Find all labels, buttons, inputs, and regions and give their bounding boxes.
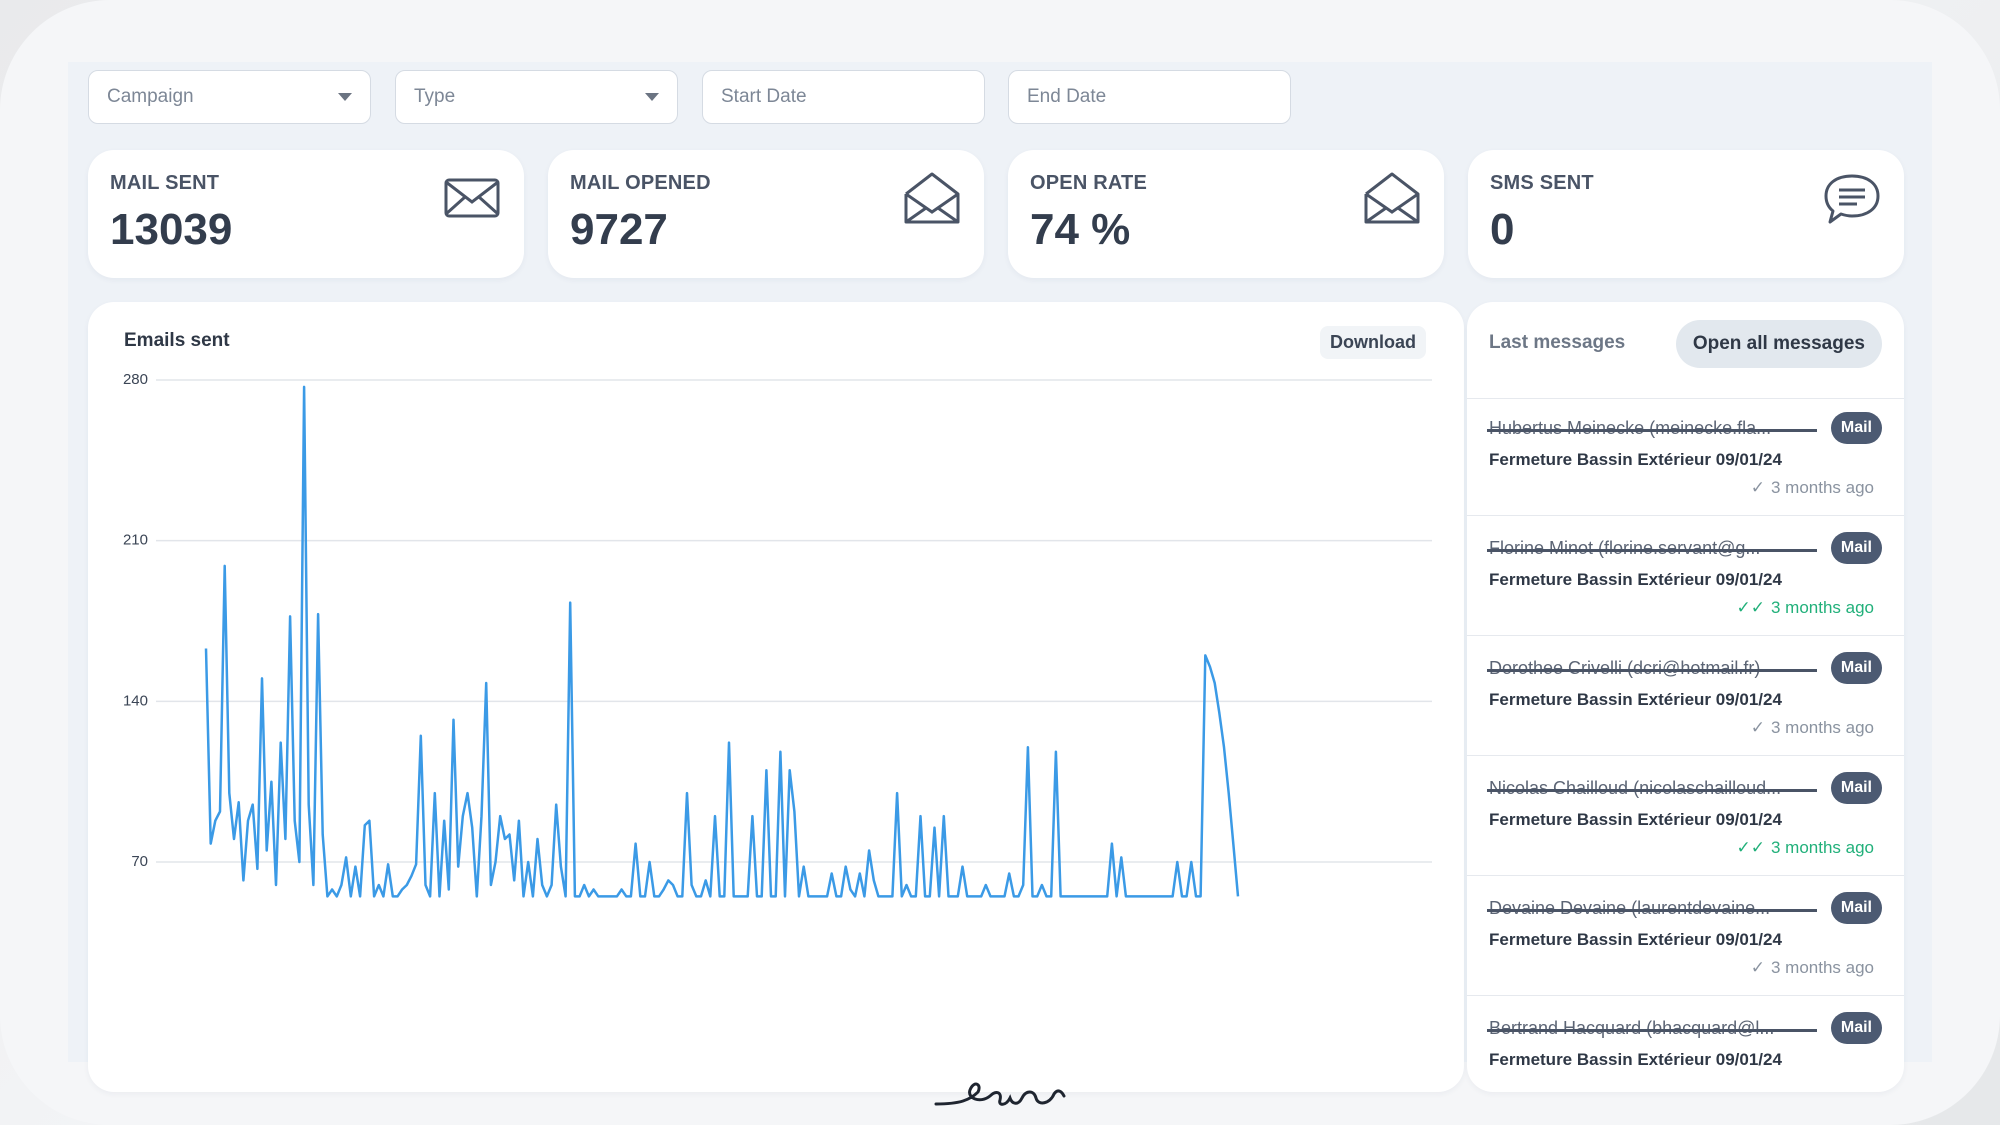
message-subject: Fermeture Bassin Extérieur 09/01/24 <box>1489 930 1782 949</box>
message-subject: Fermeture Bassin Extérieur 09/01/24 <box>1489 690 1782 709</box>
message-subject: Fermeture Bassin Extérieur 09/01/24 <box>1489 1050 1782 1069</box>
emails-sent-series-line <box>204 385 1240 898</box>
message-timestamp: ✓✓ 3 months ago <box>1736 598 1874 618</box>
redaction-strike <box>1487 1029 1817 1032</box>
redaction-strike <box>1487 429 1817 432</box>
y-tick-label: 210 <box>123 532 148 549</box>
message-item[interactable]: Devaine Devaine (laurentdevaine... Mail Fe… <box>1467 878 1904 996</box>
stat-label: OPEN RATE <box>1030 172 1147 194</box>
channel-badge: Mail <box>1830 412 1882 444</box>
bowo-logo <box>934 1082 1066 1106</box>
message-time-text: 3 months ago <box>1770 718 1874 737</box>
chart-title: Emails sent <box>124 330 230 351</box>
stat-value: 0 <box>1490 205 1515 254</box>
stat-value: 13039 <box>110 205 233 254</box>
message-time-text: 3 months ago <box>1770 838 1874 857</box>
message-item[interactable]: Florine Minot (florine.servant@g... Mail F… <box>1467 518 1904 636</box>
stat-card-open-rate: OPEN RATE 74 % <box>1008 150 1444 278</box>
last-messages-header: Last messages Open all messages <box>1467 302 1904 399</box>
message-timestamp: ✓ 3 months ago <box>1751 958 1874 978</box>
stat-value: 74 % <box>1030 205 1131 254</box>
message-time-text: 3 months ago <box>1770 478 1874 497</box>
redaction-strike <box>1487 669 1817 672</box>
message-item[interactable]: Hubertus Meinecke (meinecke.fla... Mail Fe… <box>1467 398 1904 516</box>
mail-closed-icon <box>444 178 500 218</box>
emails-sent-chart: 70 140 210 280 <box>123 371 1432 898</box>
check-icon: ✓ <box>1750 958 1765 977</box>
message-timestamp: ✓ 3 months ago <box>1751 718 1874 738</box>
stat-card-sms-sent: SMS SENT 0 <box>1468 150 1904 278</box>
redaction-strike <box>1487 909 1817 912</box>
message-subject: Fermeture Bassin Extérieur 09/01/24 <box>1489 570 1782 589</box>
mail-open-icon <box>904 172 960 224</box>
download-button[interactable]: Download <box>1320 326 1426 359</box>
last-messages-title: Last messages <box>1489 332 1626 353</box>
end-date-input[interactable]: End Date <box>1008 70 1291 124</box>
stat-label: MAIL OPENED <box>570 172 711 194</box>
start-date-placeholder: Start Date <box>721 86 807 107</box>
stat-label: MAIL SENT <box>110 172 220 194</box>
chevron-down-icon <box>645 93 659 101</box>
open-all-messages-button[interactable]: Open all messages <box>1675 320 1882 368</box>
channel-badge: Mail <box>1830 1012 1882 1044</box>
start-date-input[interactable]: Start Date <box>702 70 985 124</box>
y-tick-label: 140 <box>123 692 148 709</box>
check-icon: ✓ <box>1750 478 1765 497</box>
message-subject: Fermeture Bassin Extérieur 09/01/24 <box>1489 810 1782 829</box>
message-time-text: 3 months ago <box>1770 598 1874 617</box>
dashboard: Campaign Type Start Date End Date MAIL S… <box>68 62 1932 1092</box>
mail-open-icon <box>1364 172 1420 224</box>
stat-card-mail-sent: MAIL SENT 13039 <box>88 150 524 278</box>
stat-label: SMS SENT <box>1490 172 1594 194</box>
message-timestamp: ✓ 3 months ago <box>1751 478 1874 498</box>
chevron-down-icon <box>338 93 352 101</box>
message-item[interactable]: Bertrand Hacquard (bhacquard@l... Mail Fer… <box>1467 998 1904 1092</box>
stat-value: 9727 <box>570 205 668 254</box>
redaction-strike <box>1487 789 1817 792</box>
campaign-select[interactable]: Campaign <box>88 70 371 124</box>
double-check-icon: ✓✓ <box>1736 598 1765 617</box>
stat-card-mail-opened: MAIL OPENED 9727 <box>548 150 984 278</box>
last-messages-panel: Last messages Open all messages Hubertus… <box>1467 302 1904 1092</box>
check-icon: ✓ <box>1750 718 1765 737</box>
emails-sent-chart-card: 70 140 210 280 Emails sent Download <box>88 302 1464 1092</box>
double-check-icon: ✓✓ <box>1736 838 1765 857</box>
message-item[interactable]: Nicolas Chailloud (nicolaschailloud... Ma… <box>1467 758 1904 876</box>
channel-badge: Mail <box>1830 772 1882 804</box>
campaign-select-placeholder: Campaign <box>107 86 194 107</box>
chat-bubble-icon <box>1824 174 1880 224</box>
type-select[interactable]: Type <box>395 70 678 124</box>
channel-badge: Mail <box>1830 652 1882 684</box>
end-date-placeholder: End Date <box>1027 86 1107 107</box>
type-select-placeholder: Type <box>414 86 456 107</box>
message-subject: Fermeture Bassin Extérieur 09/01/24 <box>1489 450 1782 469</box>
message-timestamp: ✓✓ 3 months ago <box>1736 838 1874 858</box>
message-time-text: 3 months ago <box>1770 958 1874 977</box>
message-item[interactable]: Dorothee Crivelli (dcri@hotmail.fr) Mail F… <box>1467 638 1904 756</box>
channel-badge: Mail <box>1830 892 1882 924</box>
redaction-strike <box>1487 549 1817 552</box>
y-tick-label: 70 <box>131 853 148 870</box>
y-tick-label: 280 <box>123 371 148 388</box>
channel-badge: Mail <box>1830 532 1882 564</box>
